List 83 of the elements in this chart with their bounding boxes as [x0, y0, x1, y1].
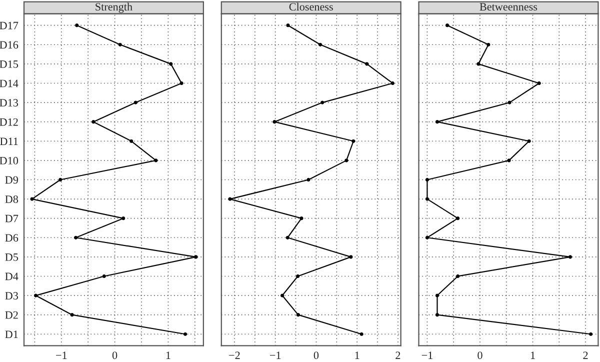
- point: [154, 158, 158, 162]
- point: [272, 120, 276, 124]
- point: [508, 100, 512, 104]
- point: [286, 236, 290, 240]
- point: [180, 81, 184, 86]
- point: [352, 139, 356, 143]
- x-tick-label: −2: [229, 352, 240, 359]
- y-tick-label: D5: [5, 254, 18, 261]
- point: [390, 81, 394, 86]
- point: [445, 24, 450, 28]
- x-tick-label: 2: [583, 352, 588, 359]
- y-tick-label: D11: [0, 138, 18, 146]
- point: [365, 62, 369, 66]
- y-tick-label: D14: [0, 80, 18, 88]
- point: [507, 158, 511, 162]
- point: [296, 313, 300, 317]
- x-tick-label: 0: [478, 352, 482, 360]
- point: [134, 100, 138, 104]
- point: [589, 332, 593, 336]
- point: [183, 332, 188, 336]
- y-tick-label: D3: [5, 292, 18, 300]
- point: [169, 62, 173, 66]
- point: [58, 178, 62, 182]
- point: [280, 294, 284, 298]
- point: [425, 197, 430, 201]
- x-tick-label: −1: [56, 352, 67, 359]
- y-tick-label: D9: [5, 176, 18, 184]
- point: [118, 42, 122, 46]
- x-tick-label: 0: [314, 352, 319, 360]
- point: [360, 332, 364, 336]
- point: [70, 313, 74, 317]
- point: [456, 216, 460, 220]
- point: [318, 42, 322, 46]
- x-tick-label: 1: [355, 352, 360, 359]
- point: [486, 42, 490, 46]
- point: [194, 255, 198, 259]
- point: [306, 178, 310, 182]
- y-tick-label: D13: [0, 99, 18, 106]
- y-tick-label: D8: [5, 196, 18, 203]
- point: [320, 100, 324, 104]
- y-tick-label: D6: [5, 234, 18, 242]
- chart-title: Betweenness: [480, 3, 538, 11]
- chart-title: Strength: [96, 2, 132, 13]
- point: [130, 139, 134, 143]
- y-tick-label: D15: [0, 60, 18, 68]
- point: [75, 24, 79, 28]
- x-tick-label: 0: [112, 352, 118, 360]
- y-tick-label: D17: [0, 22, 18, 30]
- point: [296, 274, 300, 278]
- y-tick-label: D4: [5, 272, 18, 280]
- x-tick-label: −1: [270, 352, 281, 359]
- point: [435, 294, 440, 298]
- point: [476, 62, 480, 66]
- point: [425, 236, 430, 240]
- y-tick-label: D7: [5, 214, 18, 222]
- x-tick-label: −1: [422, 352, 432, 359]
- x-tick-label: 1: [166, 352, 170, 359]
- y-tick-label: D2: [5, 311, 18, 319]
- point: [30, 197, 34, 201]
- x-tick-label: 1: [530, 352, 535, 359]
- point: [286, 24, 290, 28]
- chart-title: Closeness: [289, 2, 333, 11]
- point: [568, 255, 572, 259]
- y-tick-label: D12: [0, 118, 18, 126]
- point: [349, 255, 353, 259]
- point: [300, 216, 304, 220]
- point: [344, 158, 348, 162]
- point: [92, 120, 96, 124]
- y-tick-label: D10: [0, 156, 18, 164]
- point: [102, 274, 106, 278]
- point: [537, 81, 541, 86]
- point: [425, 178, 430, 182]
- y-tick-label: D1: [5, 330, 18, 338]
- point: [228, 197, 232, 201]
- point: [122, 216, 126, 220]
- point: [74, 236, 78, 240]
- x-tick-label: 2: [396, 352, 400, 359]
- y-tick-label: D16: [0, 41, 18, 49]
- point: [34, 294, 38, 298]
- point: [435, 313, 440, 317]
- point: [456, 274, 460, 278]
- point: [435, 120, 440, 124]
- point: [527, 139, 531, 143]
